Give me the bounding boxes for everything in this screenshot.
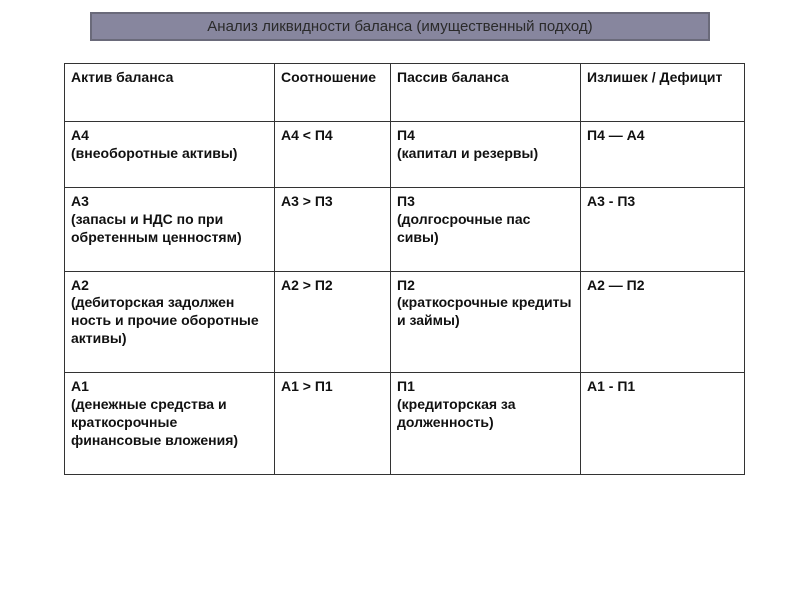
col-header-ratio: Соотношение: [275, 64, 391, 122]
cell-ratio: А3 > П3: [275, 187, 391, 271]
cell-liability: П4(капитал и резервы): [391, 122, 581, 188]
cell-ratio: А1 > П1: [275, 373, 391, 475]
table-header-row: Актив баланса Соотношение Пассив баланса…: [65, 64, 745, 122]
cell-liability: П3(долгосрочные пас сивы): [391, 187, 581, 271]
table-row: А3(запасы и НДС по при обретенным ценнос…: [65, 187, 745, 271]
cell-liability: П2(краткосрочные кредиты и займы): [391, 271, 581, 373]
cell-ratio: А4 < П4: [275, 122, 391, 188]
cell-surplus: А1 - П1: [581, 373, 745, 475]
cell-surplus: П4 — А4: [581, 122, 745, 188]
col-header-liability: Пассив баланса: [391, 64, 581, 122]
cell-ratio: А2 > П2: [275, 271, 391, 373]
table-row: А4(внеоборотные активы) А4 < П4 П4(капит…: [65, 122, 745, 188]
page-title: Анализ ликвидности баланса (имущественны…: [207, 18, 592, 35]
col-header-surplus: Излишек / Дефицит: [581, 64, 745, 122]
liquidity-table: Актив баланса Соотношение Пассив баланса…: [64, 63, 745, 475]
cell-asset: А1(денежные средства и краткосрочные фин…: [65, 373, 275, 475]
table-row: А1(денежные средства и краткосрочные фин…: [65, 373, 745, 475]
cell-asset: А2(дебиторская задолжен ность и прочие о…: [65, 271, 275, 373]
cell-surplus: А3 - П3: [581, 187, 745, 271]
cell-liability: П1(кредиторская за долженность): [391, 373, 581, 475]
table-row: А2(дебиторская задолжен ность и прочие о…: [65, 271, 745, 373]
page-title-bar: Анализ ликвидности баланса (имущественны…: [90, 12, 710, 41]
cell-asset: А4(внеоборотные активы): [65, 122, 275, 188]
cell-asset: А3(запасы и НДС по при обретенным ценнос…: [65, 187, 275, 271]
cell-surplus: А2 — П2: [581, 271, 745, 373]
col-header-asset: Актив баланса: [65, 64, 275, 122]
